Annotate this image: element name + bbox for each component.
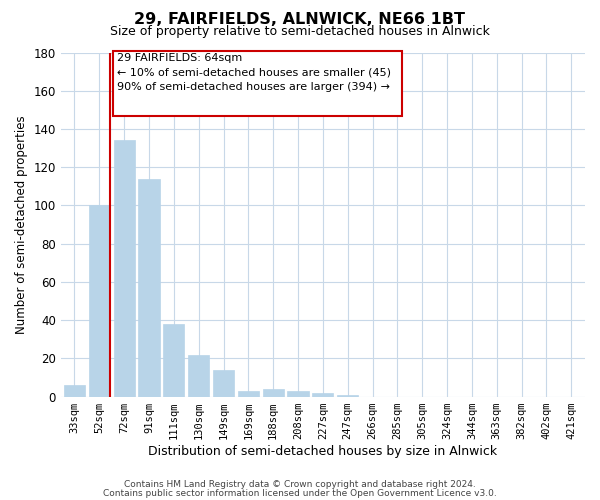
Bar (337, 394, 358, 396)
X-axis label: Distribution of semi-detached houses by size in Alnwick: Distribution of semi-detached houses by … (148, 444, 497, 458)
Text: Size of property relative to semi-detached houses in Alnwick: Size of property relative to semi-detach… (110, 25, 490, 38)
Bar (287, 391, 308, 396)
Bar (313, 393, 334, 396)
Y-axis label: Number of semi-detached properties: Number of semi-detached properties (15, 115, 28, 334)
Bar (263, 389, 284, 396)
Bar (238, 391, 259, 396)
Bar (163, 324, 184, 396)
Bar (188, 354, 209, 397)
Bar (64, 385, 85, 396)
Bar (113, 50, 403, 116)
Bar (213, 370, 234, 396)
Bar (139, 178, 160, 396)
Text: Contains HM Land Registry data © Crown copyright and database right 2024.: Contains HM Land Registry data © Crown c… (124, 480, 476, 489)
Text: Contains public sector information licensed under the Open Government Licence v3: Contains public sector information licen… (103, 488, 497, 498)
Text: 29, FAIRFIELDS, ALNWICK, NE66 1BT: 29, FAIRFIELDS, ALNWICK, NE66 1BT (134, 12, 466, 28)
Bar (89, 206, 110, 396)
Text: 29 FAIRFIELDS: 64sqm
← 10% of semi-detached houses are smaller (45)
90% of semi-: 29 FAIRFIELDS: 64sqm ← 10% of semi-detac… (116, 54, 391, 92)
Bar (113, 140, 135, 396)
